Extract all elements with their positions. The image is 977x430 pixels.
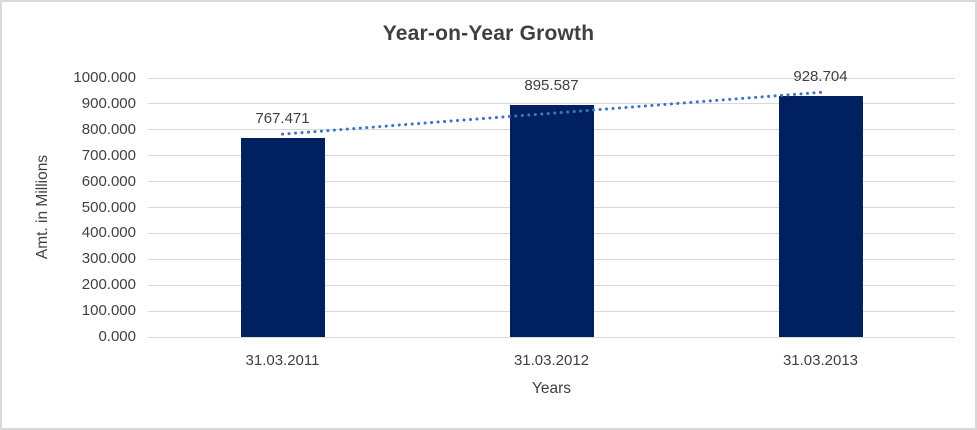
y-tick-label: 1000.000	[73, 69, 136, 86]
bar-data-label: 928.704	[793, 68, 848, 86]
y-tick-label: 900.000	[81, 94, 136, 112]
y-tick-label: 500.000	[81, 198, 136, 216]
bar	[778, 96, 863, 337]
x-axis-title: Years	[531, 380, 572, 397]
y-tick-label: 200.000	[81, 276, 136, 294]
x-tick-label: 31.03.2013	[782, 352, 859, 369]
bar	[240, 138, 325, 337]
plot-area: 0.000 100.000 200.000 300.000 400.000 500.000…	[73, 68, 955, 369]
bar	[509, 105, 594, 337]
gridline	[148, 77, 955, 79]
chart-title: Year-on-Year Growth	[382, 22, 595, 45]
x-tick-label: 31.03.2012	[513, 352, 590, 369]
y-tick-label: 800.000	[81, 120, 136, 138]
gridline	[148, 336, 955, 338]
y-tick-label: 400.000	[81, 224, 136, 242]
y-tick-label: 100.000	[81, 302, 136, 320]
bar-data-label: 767.471	[255, 110, 310, 128]
y-tick-label: 700.000	[81, 146, 136, 164]
x-tick-label: 31.03.2011	[245, 352, 320, 369]
y-tick-label: 600.000	[81, 172, 136, 190]
y-tick-label: 300.000	[81, 250, 136, 268]
y-tick-label: 0.000	[98, 328, 136, 345]
bar-data-label: 895.587	[524, 77, 579, 95]
